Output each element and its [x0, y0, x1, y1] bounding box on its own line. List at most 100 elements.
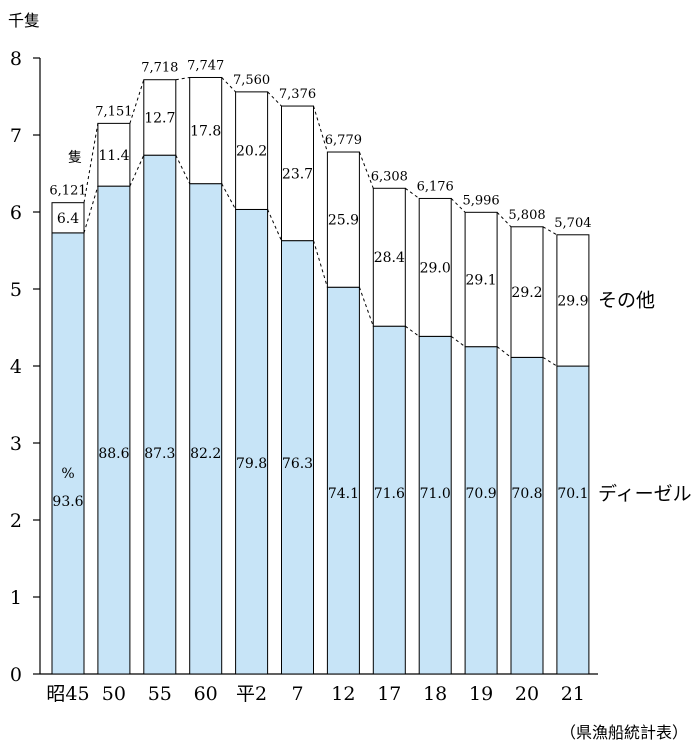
x-category-label: 12 — [331, 683, 355, 705]
x-category-label: 20 — [515, 683, 539, 705]
total-value-label: 7,376 — [279, 87, 316, 102]
total-connector-line — [358, 151, 374, 189]
total-connector-line — [83, 123, 99, 203]
bar-segment-other — [556, 234, 590, 367]
diesel-percent-label: 87.3 — [144, 446, 175, 462]
other-percent-label: 29.2 — [511, 285, 542, 301]
y-tick-label: 5 — [10, 279, 22, 301]
diesel-connector-line — [267, 209, 282, 241]
x-category-label: 昭45 — [46, 683, 89, 705]
total-value-label: 6,176 — [417, 179, 454, 194]
other-percent-label: 20.2 — [236, 144, 267, 160]
diesel-connector-line — [175, 154, 191, 184]
bar-segment-other — [97, 122, 131, 187]
x-category-label: 18 — [423, 683, 447, 705]
diesel-connector-line — [129, 154, 145, 187]
y-tick-label: 8 — [10, 48, 22, 70]
x-category-label: 17 — [377, 683, 401, 705]
total-value-label: 7,718 — [141, 61, 178, 76]
diesel-connector-line — [83, 185, 99, 234]
bar-segment-diesel — [97, 185, 131, 675]
diesel-connector-line — [542, 356, 558, 367]
total-connector-line — [542, 226, 558, 236]
bar-segment-diesel — [143, 154, 177, 675]
bar-segment-diesel — [510, 356, 544, 675]
diesel-percent-label: 93.6 — [52, 494, 83, 510]
total-unit-label: 隻 — [68, 150, 82, 166]
bar-segment-diesel — [418, 335, 452, 675]
y-tick-label: 4 — [10, 356, 22, 378]
y-tick-label: 1 — [10, 587, 22, 609]
diesel-percent-label: 71.6 — [374, 486, 405, 502]
y-tick-label: 0 — [10, 664, 22, 686]
series-label-diesel: ディーゼル — [598, 483, 692, 505]
other-percent-label: 29.9 — [557, 293, 588, 309]
bar-segment-other — [510, 226, 544, 358]
other-percent-label: 29.0 — [420, 260, 451, 276]
diesel-percent-label: 70.9 — [466, 486, 497, 502]
bar-segment-diesel — [281, 240, 314, 675]
diesel-connector-line — [450, 335, 466, 348]
other-percent-label: 23.7 — [282, 166, 313, 182]
bar-segment-diesel — [235, 208, 269, 675]
total-connector-line — [175, 76, 190, 81]
y-tick-label: 7 — [10, 125, 22, 147]
diesel-percent-label: 70.8 — [511, 486, 542, 502]
diesel-percent-label: 71.0 — [420, 486, 451, 502]
bar-segment-diesel — [326, 286, 360, 675]
source-note: （県漁船統計表） — [560, 723, 688, 742]
diesel-percent-label: 76.3 — [282, 456, 313, 472]
x-category-label: 19 — [469, 683, 493, 705]
other-percent-label: 11.4 — [98, 148, 129, 164]
other-percent-label: 17.8 — [190, 124, 221, 140]
bar-segment-other — [281, 105, 314, 242]
bar-segment-other — [418, 197, 452, 337]
total-value-label: 7,151 — [95, 104, 132, 119]
total-value-label: 6,308 — [371, 169, 408, 184]
diesel-connector-line — [313, 240, 328, 288]
y-tick-label: 3 — [10, 433, 22, 455]
total-value-label: 5,808 — [508, 208, 545, 223]
total-value-label: 6,779 — [325, 133, 362, 148]
other-percent-label: 28.4 — [374, 250, 405, 266]
percent-unit-label: % — [61, 466, 74, 482]
total-connector-line — [129, 79, 145, 124]
total-value-label: 7,747 — [187, 58, 224, 73]
bar-segment-diesel — [464, 346, 498, 675]
total-value-label: 5,996 — [462, 193, 499, 208]
x-category-label: 7 — [291, 683, 303, 705]
other-percent-label: 6.4 — [57, 211, 79, 227]
bar-segment-diesel — [556, 365, 590, 675]
x-category-label: 60 — [194, 683, 218, 705]
total-connector-line — [405, 187, 420, 199]
bar-segment-other — [143, 79, 177, 156]
diesel-connector-line — [405, 325, 420, 337]
diesel-percent-label: 70.1 — [557, 486, 588, 502]
diesel-connector-line — [496, 346, 512, 358]
other-percent-label: 25.9 — [328, 213, 359, 229]
x-category-label: 平2 — [236, 683, 267, 705]
y-tick-label: 6 — [10, 202, 22, 224]
bar-segment-other — [189, 76, 223, 185]
y-axis-unit-label: 千隻 — [8, 11, 40, 30]
bar-segment-other — [326, 151, 360, 288]
total-connector-line — [313, 105, 328, 153]
y-tick-label: 2 — [10, 510, 22, 532]
diesel-percent-label: 79.8 — [236, 456, 267, 472]
diesel-percent-label: 74.1 — [328, 486, 359, 502]
series-label-other: その他 — [598, 289, 655, 311]
x-category-label: 50 — [102, 683, 126, 705]
total-value-label: 6,121 — [49, 184, 86, 199]
diesel-percent-label: 88.6 — [98, 446, 129, 462]
total-value-label: 5,704 — [554, 216, 591, 231]
diesel-connector-line — [221, 183, 237, 210]
bar-segment-other — [51, 202, 85, 234]
bar-segment-diesel — [189, 183, 223, 675]
total-value-label: 7,560 — [233, 73, 270, 88]
bar-segment-other — [464, 211, 498, 348]
bar-segment-other — [372, 187, 406, 327]
bar-segment-diesel — [372, 325, 406, 675]
diesel-connector-line — [358, 287, 374, 327]
x-category-label: 55 — [148, 683, 172, 705]
